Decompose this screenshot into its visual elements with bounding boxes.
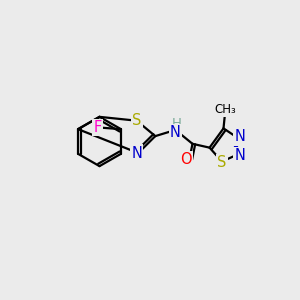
- Text: S: S: [217, 155, 226, 170]
- Text: N: N: [234, 129, 245, 144]
- Text: CH₃: CH₃: [214, 103, 236, 116]
- Text: O: O: [181, 152, 192, 167]
- Text: N: N: [234, 148, 245, 163]
- Text: F: F: [94, 120, 102, 135]
- Text: H: H: [171, 117, 181, 130]
- Text: N: N: [131, 146, 142, 160]
- Text: S: S: [132, 113, 141, 128]
- Text: N: N: [170, 125, 181, 140]
